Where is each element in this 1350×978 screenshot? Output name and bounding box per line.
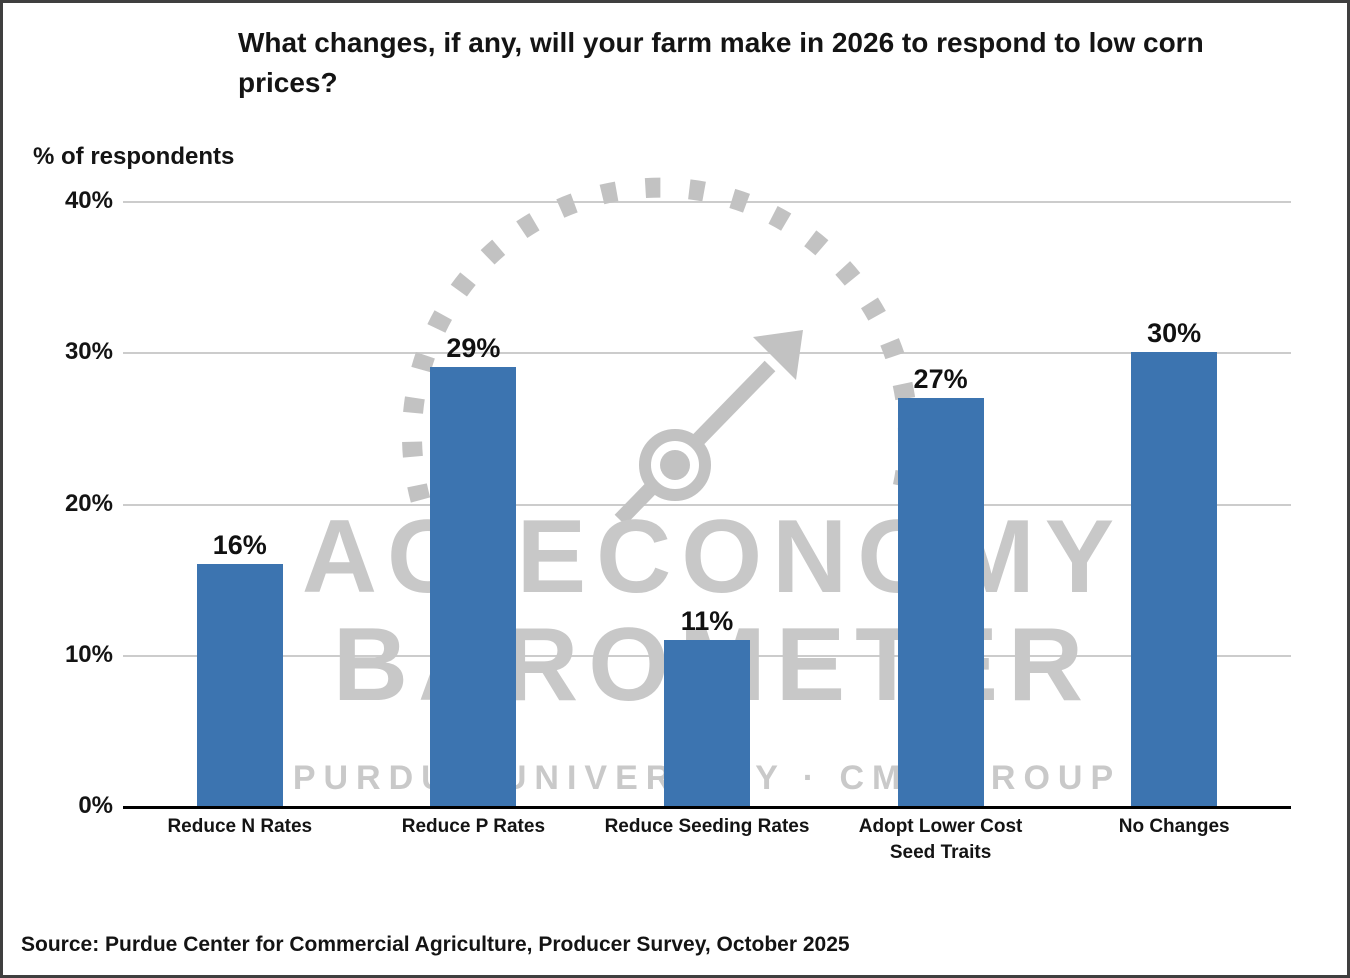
x-axis-label: Reduce Seeding Rates (604, 816, 810, 837)
x-axis-label: Reduce P Rates (401, 816, 546, 837)
y-tick-label: 0% (78, 792, 113, 819)
bar-group: 16% (123, 201, 357, 806)
bar (897, 397, 984, 806)
y-axis-ticks: 0% 10% 20% 30% 40% (19, 187, 113, 819)
bar (196, 564, 283, 806)
bar-group: 29% (357, 201, 591, 806)
bar-series: 16% 29% 11% 27% 30% (123, 201, 1291, 806)
bar (1131, 352, 1218, 806)
bar-value-label: 16% (212, 530, 267, 560)
y-tick-label: 20% (64, 489, 113, 517)
plot-area: 16% 29% 11% 27% 30% (123, 201, 1291, 809)
bar-value-label: 11% (680, 605, 734, 636)
x-axis-label: No Changes (1118, 816, 1230, 837)
y-tick-label: 40% (64, 187, 113, 214)
bar-group: 11% (590, 201, 824, 806)
y-axis-title: % of respondents (33, 143, 235, 170)
bar-value-label: 27% (913, 363, 968, 394)
bar-group: 30% (1057, 201, 1291, 806)
bar-value-label: 29% (446, 333, 501, 364)
bar (430, 367, 517, 806)
x-axis-label: Reduce N Rates (167, 816, 313, 837)
bar-value-label: 30% (1147, 318, 1202, 349)
bar (663, 639, 750, 806)
y-tick-label: 10% (64, 640, 113, 668)
source-note: Source: Purdue Center for Commercial Agr… (21, 933, 850, 956)
x-axis-labels: Reduce N Rates Reduce P Rates Reduce Seedi… (123, 814, 1291, 865)
bar-group: 27% (824, 201, 1058, 806)
x-axis-label: Adopt Lower Cost Seed Traits (858, 816, 1023, 863)
chart-title: What changes, if any, will your farm mak… (238, 27, 1204, 98)
y-tick-label: 30% (64, 338, 113, 366)
